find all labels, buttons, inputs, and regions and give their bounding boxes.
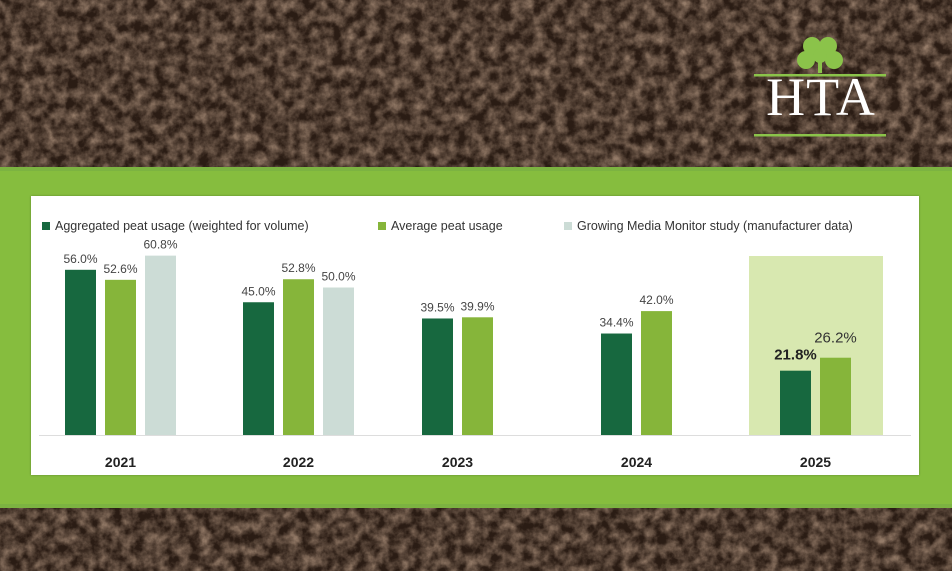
hta-logo-text: HTA bbox=[766, 67, 876, 127]
year-label-2024: 2024 bbox=[621, 454, 652, 470]
bar-2022-s1 bbox=[283, 279, 314, 435]
data-label-2021-s0: 56.0% bbox=[63, 252, 97, 266]
legend-swatch-0 bbox=[42, 222, 50, 230]
chart-card: Aggregated peat usage (weighted for volu… bbox=[31, 196, 919, 475]
data-label-2023-s1: 39.9% bbox=[460, 299, 494, 313]
data-label-2024-s0: 34.4% bbox=[599, 316, 633, 330]
bars bbox=[39, 255, 911, 436]
bar-2022-s0 bbox=[243, 302, 274, 435]
data-label-2022-s2: 50.0% bbox=[321, 270, 355, 284]
data-label-2022-s1: 52.8% bbox=[281, 261, 315, 275]
bar-2021-s1 bbox=[105, 279, 136, 435]
year-label-2025: 2025 bbox=[800, 454, 831, 470]
year-label-2021: 2021 bbox=[105, 454, 136, 470]
data-label-2025-s1: 26.2% bbox=[814, 330, 857, 347]
bar-2021-s2 bbox=[145, 255, 176, 435]
value-labels: 56.0% 52.6% 60.8% 45.0% 52.8% 50.0% 39.5% 39.9%… bbox=[63, 238, 856, 364]
year-label-2022: 2022 bbox=[283, 454, 314, 470]
data-label-2025-s0: 21.8% bbox=[774, 347, 817, 364]
data-label-2021-s1: 52.6% bbox=[103, 262, 137, 276]
bar-2024-s1 bbox=[641, 311, 672, 435]
legend-label-0: Aggregated peat usage (weighted for volu… bbox=[55, 219, 309, 233]
bar-2025-s0 bbox=[780, 370, 811, 435]
legend-label-1: Average peat usage bbox=[391, 219, 503, 233]
bar-2024-s0 bbox=[601, 333, 632, 435]
highlight-2025 bbox=[749, 256, 883, 435]
year-label-2023: 2023 bbox=[442, 454, 473, 470]
data-label-2023-s0: 39.5% bbox=[420, 300, 454, 314]
bar-2021-s0 bbox=[65, 269, 96, 435]
peat-usage-chart: Aggregated peat usage (weighted for volu… bbox=[39, 219, 911, 470]
legend: Aggregated peat usage (weighted for volu… bbox=[42, 219, 853, 233]
legend-swatch-1 bbox=[378, 222, 386, 230]
legend-label-2: Growing Media Monitor study (manufacture… bbox=[577, 219, 853, 233]
bar-2023-s0 bbox=[422, 318, 453, 435]
bar-2025-s1 bbox=[820, 357, 851, 435]
data-label-2021-s2: 60.8% bbox=[143, 238, 177, 252]
data-label-2022-s0: 45.0% bbox=[241, 284, 275, 298]
year-labels: 2021 2022 2023 2024 2025 bbox=[105, 454, 831, 470]
legend-swatch-2 bbox=[564, 222, 572, 230]
bar-2023-s1 bbox=[462, 317, 493, 435]
hta-logo bbox=[754, 37, 886, 137]
bar-2022-s2 bbox=[323, 287, 354, 435]
data-label-2024-s1: 42.0% bbox=[639, 293, 673, 307]
logo-top-rule bbox=[754, 74, 886, 77]
logo-bottom-rule bbox=[754, 134, 886, 137]
shamrock-icon bbox=[797, 37, 843, 73]
